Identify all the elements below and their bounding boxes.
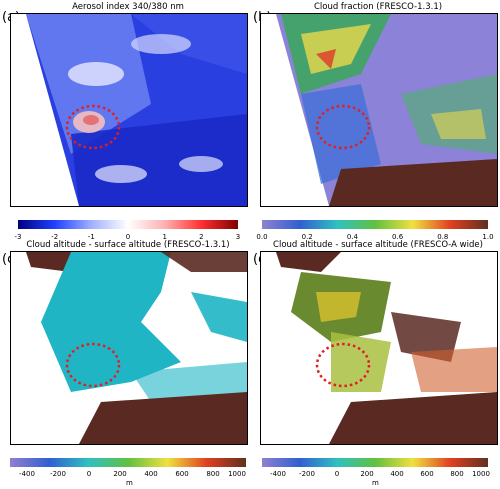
panel-c-title: Cloud altitude - surface altitude (FRESC… (26, 240, 230, 250)
colorbar-altitude-d (262, 458, 488, 467)
panel-b-title: Cloud fraction (FRESCO-1.3.1) (313, 2, 443, 12)
cbar-cf-tick: 0.4 (346, 233, 358, 241)
cbar-alt-d-tick: 400 (390, 470, 404, 478)
cbar-alt-d-tick: 1000 (472, 470, 490, 478)
cbar-ai-tick: -1 (87, 233, 95, 241)
cbar-ai-tick: 3 (235, 233, 241, 241)
cbar-alt-d-tick: -200 (299, 470, 315, 478)
panel-d-title: Cloud altitude - surface altitude (FRESC… (273, 240, 483, 250)
cbar-ai-tick: -2 (51, 233, 59, 241)
cbar-alt-c-tick: 1000 (228, 470, 246, 478)
cbar-alt-d-tick: 0 (334, 470, 340, 478)
cbar-ai-tick: 2 (199, 233, 204, 241)
cbar-cf-tick: 0.0 (256, 233, 268, 241)
cbar-cf-tick: 0.6 (392, 233, 404, 241)
cbar-alt-c-tick: 0 (86, 470, 92, 478)
cbar-alt-d-tick: 200 (360, 470, 374, 478)
panel-a-map (10, 13, 248, 207)
cbar-alt-c-tick: 400 (144, 470, 158, 478)
panel-a-title: Aerosol index 340/380 nm (72, 2, 184, 12)
colorbar-altitude-c (10, 458, 246, 467)
cbar-ai-tick: -3 (14, 233, 22, 241)
cbar-alt-c-unit: m (126, 479, 133, 487)
cbar-ai-tick: 0 (125, 233, 131, 241)
cbar-alt-c-tick: 800 (206, 470, 220, 478)
cbar-alt-d-tick: -400 (270, 470, 286, 478)
colorbar-cloud-fraction (262, 220, 488, 229)
panel-b-map (260, 13, 498, 207)
panel-c-map (10, 251, 248, 445)
cbar-alt-c-tick: 600 (175, 470, 189, 478)
cbar-ai-tick: 1 (162, 233, 167, 241)
colorbar-aerosol-index (18, 220, 238, 229)
cbar-alt-d-tick: 800 (450, 470, 464, 478)
cbar-alt-d-tick: 600 (420, 470, 434, 478)
cbar-cf-tick: 1.0 (482, 233, 494, 241)
cbar-alt-c-tick: 200 (113, 470, 127, 478)
panel-d-map (260, 251, 498, 445)
cbar-alt-d-unit: m (372, 479, 379, 487)
cbar-alt-c-tick: -400 (19, 470, 35, 478)
cbar-cf-tick: 0.2 (301, 233, 313, 241)
cbar-cf-tick: 0.8 (437, 233, 449, 241)
cbar-alt-c-tick: -200 (50, 470, 66, 478)
